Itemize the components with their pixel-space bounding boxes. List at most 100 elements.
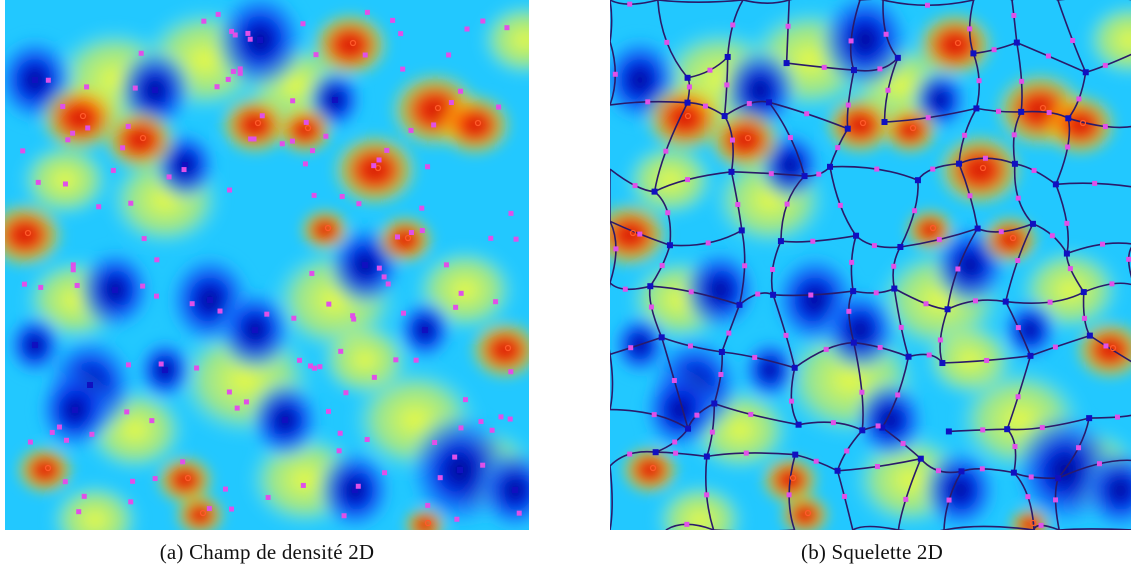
saddle-marker <box>124 409 130 415</box>
saddle-marker <box>1011 12 1017 18</box>
saddle-marker <box>248 136 254 142</box>
saddle-marker <box>393 357 399 363</box>
saddle-marker <box>823 346 829 352</box>
saddle-marker <box>382 470 388 476</box>
density-field-image <box>5 0 529 530</box>
saddle-marker <box>311 365 317 371</box>
saddle-marker <box>1126 256 1131 262</box>
saddle-marker <box>326 301 332 307</box>
saddle-marker <box>158 361 164 367</box>
saddle-marker <box>783 332 789 338</box>
density-blobs <box>610 0 1131 530</box>
maximum-marker <box>1009 234 1017 242</box>
saddle-marker <box>229 28 235 34</box>
saddle-marker <box>837 202 843 208</box>
saddle-marker <box>63 437 69 443</box>
minimum-marker <box>207 297 213 303</box>
saddle-marker <box>227 187 233 193</box>
saddle-marker <box>874 166 880 172</box>
maximum-marker <box>859 119 867 127</box>
skeleton-markers <box>612 1 1131 528</box>
saddle-marker <box>746 101 752 107</box>
saddle-marker <box>808 292 814 298</box>
node-marker <box>1086 332 1093 339</box>
maximum-marker <box>254 119 262 127</box>
skeleton-filament <box>610 465 613 530</box>
node-marker <box>897 243 904 250</box>
saddle-marker <box>673 450 679 456</box>
saddle-marker <box>339 193 345 199</box>
saddle-marker <box>337 430 343 436</box>
node-marker <box>685 425 692 432</box>
saddle-marker <box>237 70 243 76</box>
node-marker <box>1052 181 1059 188</box>
saddle-marker <box>265 494 271 500</box>
maximum-marker <box>684 112 692 120</box>
maximum-marker <box>504 344 512 352</box>
saddle-marker <box>425 502 431 508</box>
saddle-marker <box>1015 195 1021 201</box>
saddle-marker <box>830 420 836 426</box>
saddle-marker <box>804 111 810 117</box>
saddle-marker <box>217 308 223 314</box>
saddle-marker <box>659 263 665 269</box>
minimum-marker <box>457 467 463 473</box>
node-marker <box>939 360 946 367</box>
saddle-marker <box>903 496 909 502</box>
saddle-marker <box>962 132 968 138</box>
saddle-marker <box>743 450 749 456</box>
saddle-marker <box>844 448 850 454</box>
saddle-marker <box>364 9 370 15</box>
saddle-marker <box>154 257 160 263</box>
saddle-marker <box>684 521 690 527</box>
saddle-marker <box>309 270 315 276</box>
saddle-marker <box>400 66 406 72</box>
saddle-marker <box>1070 37 1076 43</box>
maximum-marker <box>304 124 312 132</box>
saddle-marker <box>748 411 754 417</box>
saddle-marker <box>458 290 464 296</box>
saddle-marker <box>62 479 68 485</box>
saddle-marker <box>967 193 973 199</box>
maximum-marker <box>979 164 987 172</box>
density-field-panel <box>5 0 529 530</box>
saddle-marker <box>110 167 116 173</box>
saddle-marker <box>685 177 691 183</box>
maximum-marker <box>804 509 812 517</box>
saddle-marker <box>384 147 390 153</box>
saddle-marker <box>20 148 26 154</box>
saddle-marker <box>982 155 988 161</box>
saddle-marker <box>926 352 932 358</box>
skeleton-filament <box>1059 528 1131 530</box>
saddle-marker <box>1039 425 1045 431</box>
maximum-marker <box>909 124 917 132</box>
saddle-marker <box>303 119 309 125</box>
saddle-marker <box>371 163 377 169</box>
saddle-marker <box>496 104 502 110</box>
saddle-marker <box>789 398 795 404</box>
saddle-marker <box>49 429 55 435</box>
node-marker <box>1002 298 1009 305</box>
saddle-marker <box>752 354 758 360</box>
saddle-marker <box>232 32 238 38</box>
saddle-marker <box>923 301 929 307</box>
node-marker <box>853 232 860 239</box>
minimum-marker <box>257 37 263 43</box>
saddle-marker <box>376 265 382 271</box>
minimum-marker <box>422 327 428 333</box>
maximum-marker <box>184 474 192 482</box>
saddle-marker <box>323 133 329 139</box>
saddle-marker <box>390 17 396 23</box>
saddle-marker <box>96 204 102 210</box>
saddle-marker <box>1011 132 1017 138</box>
saddle-marker <box>671 378 677 384</box>
saddle-marker <box>478 419 484 425</box>
saddle-marker <box>408 127 414 133</box>
node-marker <box>791 364 798 371</box>
skeleton-filament <box>610 0 613 42</box>
saddle-marker <box>181 167 187 173</box>
saddle-marker <box>395 234 401 240</box>
saddle-marker <box>336 448 342 454</box>
saddle-marker <box>125 362 131 368</box>
node-marker <box>1082 69 1089 76</box>
